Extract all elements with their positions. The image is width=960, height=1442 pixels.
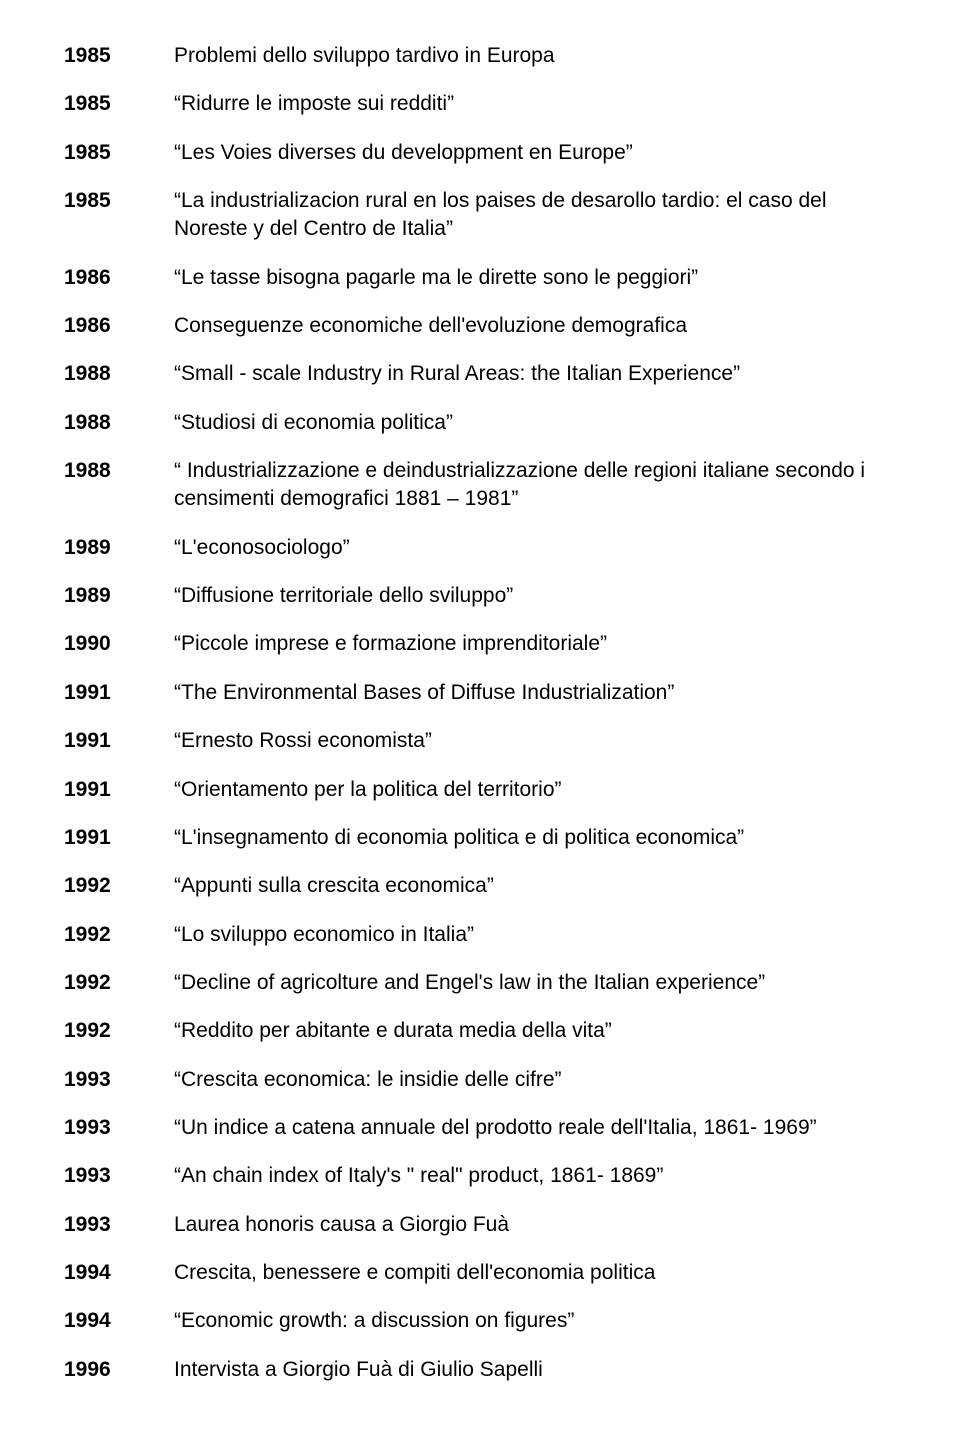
entry-title: “Un indice a catena annuale del prodotto… bbox=[174, 1104, 896, 1152]
bibliography-row: 1994“Economic growth: a discussion on fi… bbox=[64, 1297, 896, 1345]
entry-title: “Ernesto Rossi economista” bbox=[174, 717, 896, 765]
entry-year: 1991 bbox=[64, 669, 174, 717]
entry-year: 1994 bbox=[64, 1249, 174, 1297]
bibliography-row: 1991“L'insegnamento di economia politica… bbox=[64, 814, 896, 862]
bibliography-row: 1988“Small - scale Industry in Rural Are… bbox=[64, 350, 896, 398]
bibliography-row: 1994Crescita, benessere e compiti dell'e… bbox=[64, 1249, 896, 1297]
entry-title: Conseguenze economiche dell'evoluzione d… bbox=[174, 302, 896, 350]
bibliography-row: 1991“Orientamento per la politica del te… bbox=[64, 766, 896, 814]
bibliography-row: 1985“Ridurre le imposte sui redditi” bbox=[64, 80, 896, 128]
entry-title: “Reddito per abitante e durata media del… bbox=[174, 1007, 896, 1055]
bibliography-row: 1993“Un indice a catena annuale del prod… bbox=[64, 1104, 896, 1152]
bibliography-row: 1992“Reddito per abitante e durata media… bbox=[64, 1007, 896, 1055]
entry-title: “An chain index of Italy's " real" produ… bbox=[174, 1152, 896, 1200]
entry-year: 1988 bbox=[64, 350, 174, 398]
bibliography-row: 1993“An chain index of Italy's " real" p… bbox=[64, 1152, 896, 1200]
entry-year: 1989 bbox=[64, 572, 174, 620]
entry-title: “The Environmental Bases of Diffuse Indu… bbox=[174, 669, 896, 717]
entry-year: 1993 bbox=[64, 1056, 174, 1104]
entry-title: “ Industrializzazione e deindustrializza… bbox=[174, 447, 896, 524]
entry-title: “Ridurre le imposte sui redditi” bbox=[174, 80, 896, 128]
bibliography-row: 1985“La industrializacion rural en los p… bbox=[64, 177, 896, 254]
entry-year: 1986 bbox=[64, 254, 174, 302]
entry-year: 1994 bbox=[64, 1297, 174, 1345]
entry-title: “Appunti sulla crescita economica” bbox=[174, 862, 896, 910]
entry-year: 1988 bbox=[64, 447, 174, 524]
bibliography-row: 1985Problemi dello sviluppo tardivo in E… bbox=[64, 32, 896, 80]
bibliography-row: 1991“The Environmental Bases of Diffuse … bbox=[64, 669, 896, 717]
entry-title: “Les Voies diverses du developpment en E… bbox=[174, 129, 896, 177]
entry-title: “Decline of agricolture and Engel's law … bbox=[174, 959, 896, 1007]
entry-year: 1988 bbox=[64, 399, 174, 447]
entry-year: 1993 bbox=[64, 1201, 174, 1249]
entry-title: “Lo sviluppo economico in Italia” bbox=[174, 911, 896, 959]
entry-title: “Piccole imprese e formazione imprendito… bbox=[174, 620, 896, 668]
entry-year: 1985 bbox=[64, 129, 174, 177]
entry-title: “L'econosociologo” bbox=[174, 524, 896, 572]
entry-title: “Crescita economica: le insidie delle ci… bbox=[174, 1056, 896, 1104]
entry-year: 1992 bbox=[64, 862, 174, 910]
bibliography-row: 1986Conseguenze economiche dell'evoluzio… bbox=[64, 302, 896, 350]
bibliography-row: 1990“Piccole imprese e formazione impren… bbox=[64, 620, 896, 668]
entry-title: “Le tasse bisogna pagarle ma le dirette … bbox=[174, 254, 896, 302]
entry-year: 1985 bbox=[64, 32, 174, 80]
entry-year: 1985 bbox=[64, 80, 174, 128]
entry-title: “Studiosi di economia politica” bbox=[174, 399, 896, 447]
entry-year: 1986 bbox=[64, 302, 174, 350]
bibliography-row: 1992“Decline of agricolture and Engel's … bbox=[64, 959, 896, 1007]
bibliography-row: 1991“Ernesto Rossi economista” bbox=[64, 717, 896, 765]
bibliography-row: 1992“Appunti sulla crescita economica” bbox=[64, 862, 896, 910]
entry-title: “La industrializacion rural en los paise… bbox=[174, 177, 896, 254]
entry-title: “Orientamento per la politica del territ… bbox=[174, 766, 896, 814]
entry-title: Crescita, benessere e compiti dell'econo… bbox=[174, 1249, 896, 1297]
entry-year: 1992 bbox=[64, 1007, 174, 1055]
bibliography-row: 1988“Studiosi di economia politica” bbox=[64, 399, 896, 447]
entry-year: 1992 bbox=[64, 911, 174, 959]
bibliography-row: 1992“Lo sviluppo economico in Italia” bbox=[64, 911, 896, 959]
bibliography-row: 1988“ Industrializzazione e deindustrial… bbox=[64, 447, 896, 524]
entry-year: 1990 bbox=[64, 620, 174, 668]
entry-year: 1991 bbox=[64, 766, 174, 814]
entry-title: “Small - scale Industry in Rural Areas: … bbox=[174, 350, 896, 398]
bibliography-row: 1993Laurea honoris causa a Giorgio Fuà bbox=[64, 1201, 896, 1249]
entry-year: 1991 bbox=[64, 814, 174, 862]
entry-year: 1989 bbox=[64, 524, 174, 572]
entry-year: 1993 bbox=[64, 1104, 174, 1152]
entry-year: 1992 bbox=[64, 959, 174, 1007]
bibliography-row: 1986“Le tasse bisogna pagarle ma le dire… bbox=[64, 254, 896, 302]
bibliography-row: 1989“Diffusione territoriale dello svilu… bbox=[64, 572, 896, 620]
bibliography-row: 1985“Les Voies diverses du developpment … bbox=[64, 129, 896, 177]
entry-title: Problemi dello sviluppo tardivo in Europ… bbox=[174, 32, 896, 80]
bibliography-row: 1993“Crescita economica: le insidie dell… bbox=[64, 1056, 896, 1104]
entry-title: Laurea honoris causa a Giorgio Fuà bbox=[174, 1201, 896, 1249]
bibliography-row: 1989“L'econosociologo” bbox=[64, 524, 896, 572]
entry-title: “Diffusione territoriale dello sviluppo” bbox=[174, 572, 896, 620]
bibliography-list: 1985Problemi dello sviluppo tardivo in E… bbox=[64, 32, 896, 1394]
entry-year: 1993 bbox=[64, 1152, 174, 1200]
entry-year: 1991 bbox=[64, 717, 174, 765]
entry-title: “Economic growth: a discussion on figure… bbox=[174, 1297, 896, 1345]
entry-title: “L'insegnamento di economia politica e d… bbox=[174, 814, 896, 862]
entry-year: 1985 bbox=[64, 177, 174, 254]
